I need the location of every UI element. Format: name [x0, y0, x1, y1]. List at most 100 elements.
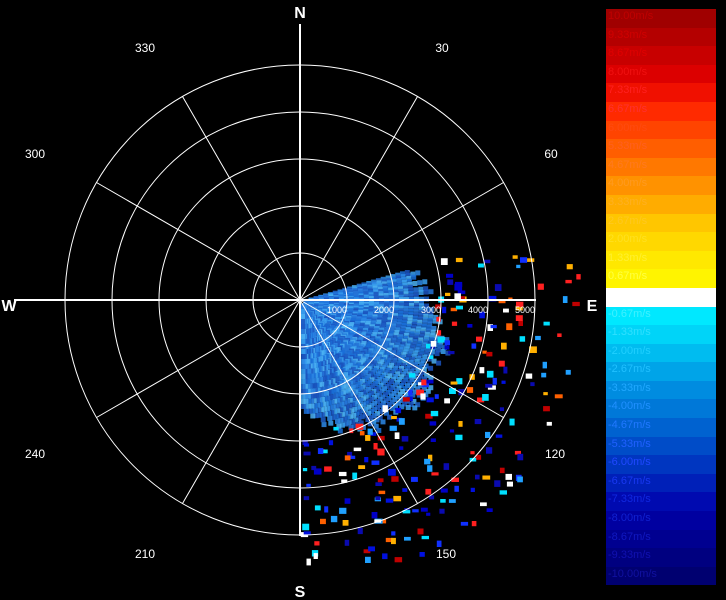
legend-label: -7.33m/s	[608, 493, 651, 506]
radar-display: N S E W 30 60 120 150 210 240 300 330 10…	[1, 5, 597, 600]
bearing-label-120: 120	[545, 447, 565, 461]
legend-row: 7.33m/s	[606, 83, 716, 102]
radial-300	[96, 182, 301, 301]
legend-label: -10.00m/s	[608, 567, 657, 580]
legend-label: 2.00m/s	[608, 233, 648, 246]
legend-swatch	[606, 83, 716, 102]
legend-swatch	[606, 157, 716, 177]
legend-label: -6.67m/s	[608, 474, 651, 487]
legend-label: -2.00m/s	[608, 344, 651, 357]
legend-label: 6.67m/s	[608, 102, 648, 115]
range-label-5000: 5000	[515, 305, 535, 315]
legend-swatch	[606, 566, 716, 586]
legend-row: 6.67m/s	[606, 101, 716, 121]
legend-swatch	[606, 139, 716, 158]
legend-label: -9.33m/s	[608, 549, 651, 562]
legend-row: 2.67m/s	[606, 213, 716, 233]
legend-label: -0.67m/s	[608, 307, 651, 320]
polar-grid	[14, 24, 536, 536]
legend-swatch	[606, 46, 716, 65]
bearing-label-60: 60	[544, 147, 558, 161]
compass-east: E	[587, 298, 598, 315]
legend-label: 5.33m/s	[608, 140, 648, 153]
range-label-1000: 1000	[327, 305, 347, 315]
legend-label: -5.33m/s	[608, 437, 651, 450]
legend-swatch	[606, 306, 716, 326]
radial-150	[299, 299, 418, 504]
bearing-label-300: 300	[25, 147, 45, 161]
legend-swatch	[606, 436, 716, 456]
legend-swatch	[606, 325, 716, 344]
legend-label: 7.33m/s	[608, 84, 648, 97]
legend-swatch	[606, 64, 716, 84]
legend-swatch	[606, 232, 716, 251]
legend-label: -1.33m/s	[608, 326, 651, 339]
legend-swatch	[606, 529, 716, 549]
legend-swatch	[606, 362, 716, 381]
legend-row: -10.00m/s	[606, 566, 716, 586]
legend-row: 0.00m/s	[606, 287, 716, 307]
range-label-4000: 4000	[468, 305, 488, 315]
legend-row: 8.67m/s	[606, 46, 716, 65]
legend-label: 6.00m/s	[608, 121, 648, 134]
legend-row: -0.67m/s	[606, 306, 716, 326]
legend-swatch	[606, 548, 716, 567]
legend-row: 2.00m/s	[606, 232, 716, 251]
legend-label: 4.00m/s	[608, 177, 648, 190]
velocity-echo-layer	[300, 255, 581, 566]
legend-swatch	[606, 380, 716, 400]
radial-210	[182, 299, 301, 504]
legend-label: 8.00m/s	[608, 65, 648, 78]
legend-swatch	[606, 194, 716, 214]
compass-labels: N S E W 30 60 120 150 210 240 300 330	[1, 5, 597, 600]
bearing-label-210: 210	[135, 547, 155, 561]
radial-330	[182, 96, 301, 301]
compass-north: N	[294, 5, 306, 22]
legend-swatch	[606, 213, 716, 233]
legend-label: 10.00m/s	[608, 10, 654, 22]
legend-row: 4.67m/s	[606, 157, 716, 177]
legend-label: -8.67m/s	[608, 530, 651, 543]
radial-60	[299, 182, 504, 301]
legend-label: -4.00m/s	[608, 400, 651, 413]
bearing-label-30: 30	[435, 41, 449, 55]
compass-west: W	[1, 298, 17, 315]
legend-swatch	[606, 455, 716, 474]
radial-240	[96, 299, 301, 418]
legend-row: 5.33m/s	[606, 139, 716, 158]
legend-label: 3.33m/s	[608, 195, 648, 208]
bearing-label-330: 330	[135, 41, 155, 55]
legend-row: -8.67m/s	[606, 529, 716, 549]
legend-row: -9.33m/s	[606, 548, 716, 567]
legend-swatch	[606, 511, 716, 530]
legend-row: -4.00m/s	[606, 399, 716, 419]
legend-swatch	[606, 473, 716, 493]
legend-row: -4.67m/s	[606, 418, 716, 437]
legend-row: 0.67m/s	[606, 269, 716, 288]
legend-row: -5.33m/s	[606, 436, 716, 456]
legend-row: -7.33m/s	[606, 492, 716, 512]
radial-30	[299, 96, 418, 301]
legend-swatch	[606, 120, 716, 140]
legend-row: 6.00m/s	[606, 120, 716, 140]
legend-row: 1.33m/s	[606, 250, 716, 270]
range-labels: 1000 2000 3000 4000 5000	[327, 305, 535, 315]
legend-row: 10.00m/s	[606, 9, 716, 28]
legend-label: -2.67m/s	[608, 363, 651, 376]
legend-row: 9.33m/s	[606, 27, 716, 47]
compass-south: S	[295, 584, 306, 600]
legend-swatch	[606, 101, 716, 121]
radial-120	[299, 299, 504, 418]
velocity-color-legend: 10.00m/s 9.33m/s 8.67m/s 8.00m/s 7.33m/s 6.67…	[606, 9, 716, 586]
legend-row: -2.00m/s	[606, 343, 716, 363]
legend-label: 4.67m/s	[608, 158, 648, 171]
legend-label: 9.33m/s	[608, 28, 648, 41]
range-label-2000: 2000	[374, 305, 394, 315]
legend-row: -8.00m/s	[606, 511, 716, 530]
legend-swatch	[606, 492, 716, 512]
legend-swatch	[606, 9, 716, 28]
legend-swatch	[606, 250, 716, 270]
legend-label: -4.67m/s	[608, 419, 651, 432]
legend-label: -8.00m/s	[608, 512, 651, 525]
legend-row: 8.00m/s	[606, 64, 716, 84]
